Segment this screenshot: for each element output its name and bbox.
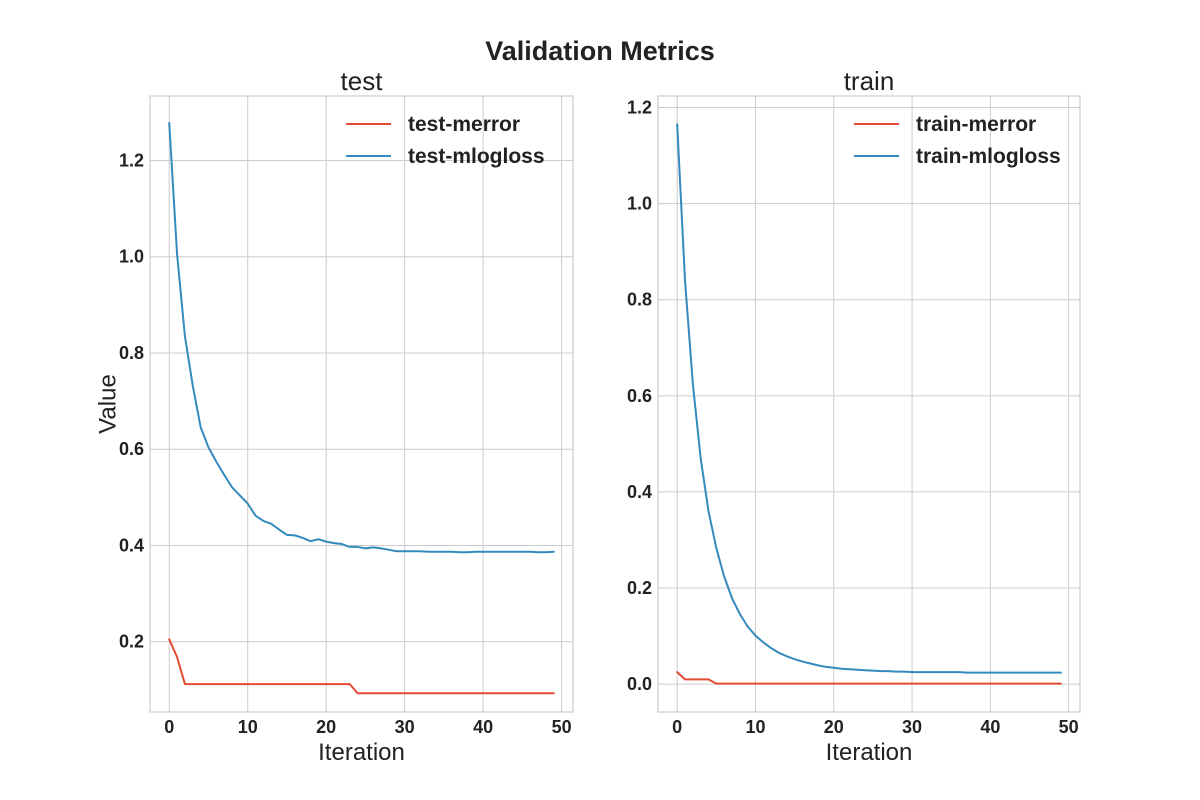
train-panel: 0 10 20 30 40 50 0.0 0.2 0.4 0.6 0.8 1.0 1.2 train I… xyxy=(627,66,1081,766)
train-y-tick-label: 0.6 xyxy=(627,386,652,406)
test-panel: 0 10 20 30 40 50 0.2 0.4 0.6 0.8 1.0 1.2 test Itera… xyxy=(95,66,574,766)
train-x-tick-label: 10 xyxy=(745,717,765,737)
test-mlogloss-line xyxy=(168,121,555,554)
test-plot-frame xyxy=(149,95,574,713)
train-y-tick-label: 1.2 xyxy=(627,98,652,118)
test-x-tick-label: 10 xyxy=(238,717,258,737)
test-y-tick-label: 1.0 xyxy=(119,247,144,267)
train-x-tick-label: 40 xyxy=(980,717,1000,737)
test-y-tick-label: 1.2 xyxy=(119,150,144,170)
test-merror-line xyxy=(168,638,555,695)
test-y-tick-label: 0.6 xyxy=(119,439,144,459)
train-y-tick-label: 0.0 xyxy=(627,674,652,694)
train-panel-title: train xyxy=(844,66,895,96)
train-merror-line xyxy=(676,671,1062,685)
test-x-tick-label: 40 xyxy=(473,717,493,737)
train-grid xyxy=(658,96,1080,712)
train-x-tick-label: 0 xyxy=(672,717,682,737)
train-merror-legend-label: train-merror xyxy=(916,113,1036,136)
train-plot-frame xyxy=(657,95,1081,713)
test-x-tick-label: 30 xyxy=(395,717,415,737)
test-y-axis-label: Value xyxy=(95,374,122,434)
train-x-tick-label: 50 xyxy=(1059,717,1079,737)
test-x-tick-label: 0 xyxy=(164,717,174,737)
test-y-tick-label: 0.2 xyxy=(119,632,144,652)
test-mlogloss-legend-label: test-mlogloss xyxy=(408,145,545,168)
train-x-tick-label: 30 xyxy=(902,717,922,737)
train-tick-labels: 0 10 20 30 40 50 0.0 0.2 0.4 0.6 0.8 1.0 1.2 xyxy=(627,98,1079,737)
figure-suptitle: Validation Metrics xyxy=(485,36,715,66)
train-series-group xyxy=(676,123,1062,685)
test-x-tick-label: 50 xyxy=(552,717,572,737)
test-series-group xyxy=(168,121,555,695)
test-x-axis-label: Iteration xyxy=(318,739,405,766)
test-legend: test-merror test-mlogloss xyxy=(346,113,545,168)
train-y-tick-label: 0.4 xyxy=(627,482,652,502)
train-y-tick-label: 1.0 xyxy=(627,194,652,214)
train-mlogloss-legend-label: train-mlogloss xyxy=(916,145,1061,168)
test-y-tick-label: 0.4 xyxy=(119,535,144,555)
test-x-tick-label: 20 xyxy=(316,717,336,737)
train-mlogloss-line xyxy=(676,123,1062,674)
train-y-tick-label: 0.8 xyxy=(627,290,652,310)
test-panel-title: test xyxy=(341,66,384,96)
train-x-tick-label: 20 xyxy=(824,717,844,737)
train-x-axis-label: Iteration xyxy=(826,739,913,766)
test-y-tick-label: 0.8 xyxy=(119,343,144,363)
test-grid xyxy=(150,96,573,712)
train-legend: train-merror train-mlogloss xyxy=(854,113,1061,168)
test-merror-legend-label: test-merror xyxy=(408,113,520,136)
train-y-tick-label: 0.2 xyxy=(627,578,652,598)
test-tick-labels: 0 10 20 30 40 50 0.2 0.4 0.6 0.8 1.0 1.2 xyxy=(119,150,572,737)
